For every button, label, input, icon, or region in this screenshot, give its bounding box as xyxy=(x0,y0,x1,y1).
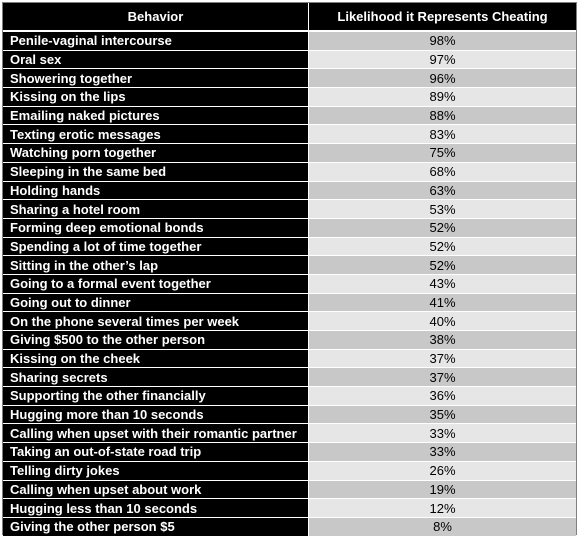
behavior-cell: Kissing on the cheek xyxy=(3,349,309,369)
likelihood-cell: 41% xyxy=(309,293,576,313)
likelihood-cell: 52% xyxy=(309,237,576,257)
table-row: On the phone several times per week 40% xyxy=(3,312,576,331)
behavior-cell: Forming deep emotional bonds xyxy=(3,218,309,238)
behavior-cell: Telling dirty jokes xyxy=(3,461,309,481)
likelihood-cell: 37% xyxy=(309,349,576,369)
table-row: Sitting in the other’s lap 52% xyxy=(3,256,576,275)
behavior-cell: Holding hands xyxy=(3,181,309,201)
likelihood-cell: 83% xyxy=(309,125,576,145)
behavior-cell: Calling when upset about work xyxy=(3,480,309,500)
behavior-cell: Sitting in the other’s lap xyxy=(3,256,309,275)
likelihood-cell: 12% xyxy=(309,499,576,518)
behavior-cell: Watching porn together xyxy=(3,144,309,163)
table-row: Showering together 96% xyxy=(3,69,576,89)
likelihood-cell: 38% xyxy=(309,331,576,350)
likelihood-cell: 68% xyxy=(309,162,576,182)
table-row: Kissing on the cheek 37% xyxy=(3,349,576,369)
likelihood-cell: 97% xyxy=(309,50,576,70)
likelihood-cell: 19% xyxy=(309,480,576,500)
behavior-cell: Emailing naked pictures xyxy=(3,106,309,126)
table-row: Spending a lot of time together 52% xyxy=(3,237,576,257)
table-row: Calling when upset about work 19% xyxy=(3,480,576,500)
likelihood-cell: 98% xyxy=(309,32,576,51)
table-row: Oral sex 97% xyxy=(3,50,576,70)
table-row: Telling dirty jokes 26% xyxy=(3,461,576,481)
likelihood-cell: 96% xyxy=(309,69,576,89)
table-row: Holding hands 63% xyxy=(3,181,576,201)
behavior-cell: Sharing a hotel room xyxy=(3,200,309,219)
table-row: Watching porn together 75% xyxy=(3,144,576,163)
behavior-cell: Oral sex xyxy=(3,50,309,70)
behavior-cell: Supporting the other financially xyxy=(3,387,309,406)
behavior-cell: Kissing on the lips xyxy=(3,88,309,107)
behavior-cell: Hugging less than 10 seconds xyxy=(3,499,309,518)
table-row: Giving $500 to the other person 38% xyxy=(3,331,576,350)
likelihood-cell: 26% xyxy=(309,461,576,481)
table-body: Penile-vaginal intercourse 98% Oral sex 97%… xyxy=(3,32,576,537)
likelihood-cell: 43% xyxy=(309,274,576,294)
table-row: Hugging more than 10 seconds 35% xyxy=(3,405,576,425)
column-header-likelihood: Likelihood it Represents Cheating xyxy=(309,3,576,32)
likelihood-cell: 33% xyxy=(309,443,576,462)
behavior-cell: Going out to dinner xyxy=(3,293,309,313)
table-row: Kissing on the lips 89% xyxy=(3,88,576,107)
behavior-cell: Calling when upset with their romantic p… xyxy=(3,424,309,444)
likelihood-cell: 37% xyxy=(309,368,576,388)
behavior-cell: Sharing secrets xyxy=(3,368,309,388)
likelihood-cell: 33% xyxy=(309,424,576,444)
table-row: Penile-vaginal intercourse 98% xyxy=(3,32,576,51)
table-row: Calling when upset with their romantic p… xyxy=(3,424,576,444)
behavior-cell: Penile-vaginal intercourse xyxy=(3,32,309,51)
table-header-row: Behavior Likelihood it Represents Cheati… xyxy=(3,3,576,32)
likelihood-cell: 88% xyxy=(309,106,576,126)
likelihood-cell: 53% xyxy=(309,200,576,219)
likelihood-cell: 35% xyxy=(309,405,576,425)
likelihood-cell: 75% xyxy=(309,144,576,163)
behavior-cell: Giving the other person $5 xyxy=(3,517,309,537)
table-row: Taking an out-of-state road trip 33% xyxy=(3,443,576,462)
table-row: Going out to dinner 41% xyxy=(3,293,576,313)
table-row: Sharing secrets 37% xyxy=(3,368,576,388)
behavior-cell: Giving $500 to the other person xyxy=(3,331,309,350)
table-row: Giving the other person $5 8% xyxy=(3,517,576,537)
table-row: Supporting the other financially 36% xyxy=(3,387,576,406)
likelihood-cell: 52% xyxy=(309,256,576,275)
behavior-cell: Going to a formal event together xyxy=(3,274,309,294)
likelihood-cell: 89% xyxy=(309,88,576,107)
behavior-cell: Showering together xyxy=(3,69,309,89)
table-row: Going to a formal event together 43% xyxy=(3,274,576,294)
table-row: Hugging less than 10 seconds 12% xyxy=(3,499,576,518)
behavior-cell: Sleeping in the same bed xyxy=(3,162,309,182)
likelihood-cell: 36% xyxy=(309,387,576,406)
column-header-behavior: Behavior xyxy=(3,3,309,32)
cheating-likelihood-table: Behavior Likelihood it Represents Cheati… xyxy=(3,3,576,537)
table-row: Forming deep emotional bonds 52% xyxy=(3,218,576,238)
likelihood-cell: 63% xyxy=(309,181,576,201)
table-row: Emailing naked pictures 88% xyxy=(3,106,576,126)
table-row: Sleeping in the same bed 68% xyxy=(3,162,576,182)
behavior-cell: On the phone several times per week xyxy=(3,312,309,331)
table-row: Texting erotic messages 83% xyxy=(3,125,576,145)
likelihood-cell: 52% xyxy=(309,218,576,238)
table-row: Sharing a hotel room 53% xyxy=(3,200,576,219)
behavior-cell: Spending a lot of time together xyxy=(3,237,309,257)
behavior-cell: Taking an out-of-state road trip xyxy=(3,443,309,462)
likelihood-cell: 40% xyxy=(309,312,576,331)
likelihood-cell: 8% xyxy=(309,517,576,537)
behavior-cell: Hugging more than 10 seconds xyxy=(3,405,309,425)
behavior-cell: Texting erotic messages xyxy=(3,125,309,145)
